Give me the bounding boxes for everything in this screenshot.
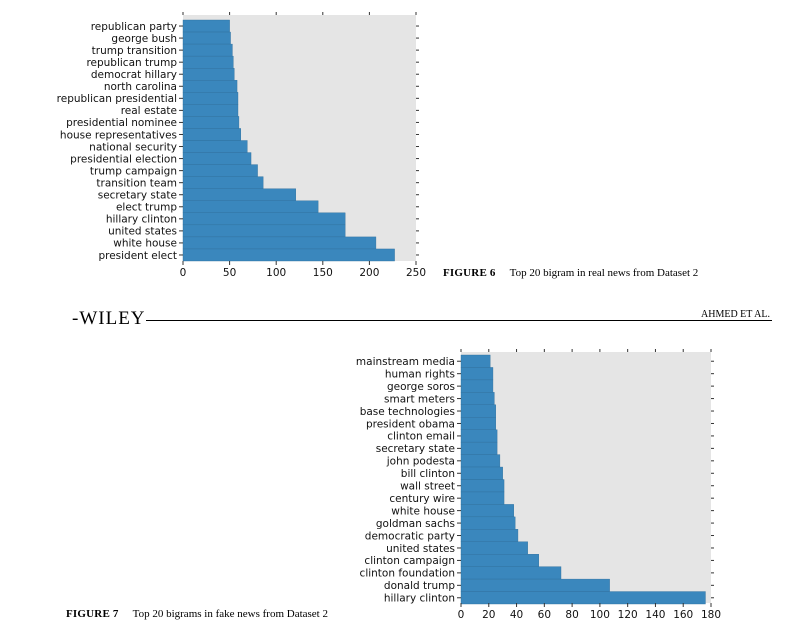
fig7-bar <box>460 504 514 518</box>
figure6-caption-text: Top 20 bigram in real news from Dataset … <box>509 267 699 279</box>
fig6-category-label: democrat hillary <box>91 69 177 81</box>
fig7-bar <box>460 441 498 455</box>
fig7-category-label: clinton foundation <box>360 568 455 580</box>
fig6-category-label: transition team <box>96 177 177 189</box>
fig7-bar <box>460 578 610 592</box>
fig7-bar <box>460 491 505 505</box>
fig7-category-label: base technologies <box>360 406 455 418</box>
fig7-xtick-label: 80 <box>565 609 578 621</box>
fig7-category-label: wall street <box>400 481 455 493</box>
fig7-category-label: mainstream media <box>356 356 455 368</box>
fig7-bar <box>460 566 562 580</box>
figure7-caption: FIGURE 7 Top 20 bigrams in fake news from… <box>66 608 328 620</box>
fig7-bar <box>460 554 539 567</box>
fig7-xtick-label: 180 <box>701 609 721 621</box>
fig7-xtick-label: 120 <box>618 609 638 621</box>
fig7-category-label: secretary state <box>376 443 455 455</box>
fig7-bar <box>460 404 496 418</box>
fig7-bar <box>460 591 706 605</box>
fig7-category-label: john podesta <box>386 456 455 468</box>
fig7-category-label: clinton email <box>387 431 455 443</box>
figure6-label: FIGURE 6 <box>443 267 496 279</box>
figure7-caption-text: Top 20 bigrams in fake news from Dataset… <box>132 608 328 620</box>
fig7-xtick-label: 140 <box>645 609 665 621</box>
fig6-category-label: hillary clinton <box>106 214 177 226</box>
fig7-category-label: george soros <box>387 381 455 393</box>
fig7-xtick-label: 20 <box>482 609 495 621</box>
fig7-category-label: goldman sachs <box>376 518 455 530</box>
fig6-category-label: president elect <box>98 250 177 262</box>
figure7-label: FIGURE 7 <box>66 608 119 620</box>
fig7-category-label: president obama <box>366 418 455 430</box>
fig7-bar <box>460 466 503 480</box>
fig7-category-label: century wire <box>389 493 455 505</box>
fig7-bar <box>460 429 498 443</box>
fig6-xtick-label: 0 <box>180 267 187 279</box>
fig6-category-label: republican party <box>91 21 177 33</box>
publisher-logo: -WILEY <box>72 308 146 329</box>
fig7-xtick-label: 100 <box>590 609 610 621</box>
fig7-xtick-label: 0 <box>458 609 465 621</box>
fig7-bar <box>460 379 494 393</box>
fig7-category-label: smart meters <box>384 393 455 405</box>
fig7-bar <box>460 479 505 493</box>
fig7-xtick-label: 160 <box>673 609 693 621</box>
fig6-category-label: george bush <box>111 33 177 45</box>
fig7-bar <box>460 392 495 406</box>
figure6-caption: FIGURE 6 Top 20 bigram in real news from … <box>443 267 698 279</box>
header-rule <box>146 320 772 321</box>
fig7-category-label: united states <box>386 543 455 555</box>
fig7-category-label: hillary clinton <box>384 593 455 605</box>
fig7-bar <box>460 367 494 381</box>
fig7-category-label: bill clinton <box>401 468 455 480</box>
fig7-bar <box>460 541 528 555</box>
fig6-category-label: elect trump <box>116 202 177 214</box>
fig6-xtick-label: 250 <box>406 267 426 279</box>
fig6-xtick-label: 150 <box>313 267 333 279</box>
fig6-category-label: white house <box>113 238 177 250</box>
fig6-xtick-label: 100 <box>266 267 286 279</box>
fig6-category-label: trump transition <box>92 45 177 57</box>
fig6-category-label: house representatives <box>60 129 177 141</box>
fig6-category-label: trump campaign <box>90 165 177 177</box>
fig6-category-label: north carolina <box>104 81 177 93</box>
fig7-bar <box>460 354 491 368</box>
fig7-category-label: donald trump <box>384 580 455 592</box>
running-head-author: AHMED ET AL. <box>701 309 770 320</box>
fig6-category-label: national security <box>89 141 177 153</box>
fig6-category-label: republican presidential <box>57 93 177 105</box>
fig7-category-label: democratic party <box>365 530 455 542</box>
fig7-category-label: clinton campaign <box>364 555 455 567</box>
fig6-category-label: secretary state <box>98 190 177 202</box>
fig6-category-label: republican trump <box>86 57 177 69</box>
fig6-xtick-label: 50 <box>223 267 236 279</box>
fig7-bar <box>460 529 519 542</box>
fig6-category-label: presidential election <box>70 153 177 165</box>
fig7-xtick-label: 60 <box>538 609 551 621</box>
fig6-xtick-label: 200 <box>359 267 379 279</box>
fig6-category-label: presidential nominee <box>66 117 177 129</box>
fig7-bar <box>460 454 501 468</box>
fig7-category-label: white house <box>391 505 455 517</box>
fig7-xtick-label: 40 <box>510 609 523 621</box>
fig6-category-label: real estate <box>121 105 177 117</box>
fig7-bar <box>460 417 496 430</box>
fig7-category-label: human rights <box>385 368 455 380</box>
fig7-bar <box>460 516 516 530</box>
fig6-category-label: united states <box>108 226 177 238</box>
